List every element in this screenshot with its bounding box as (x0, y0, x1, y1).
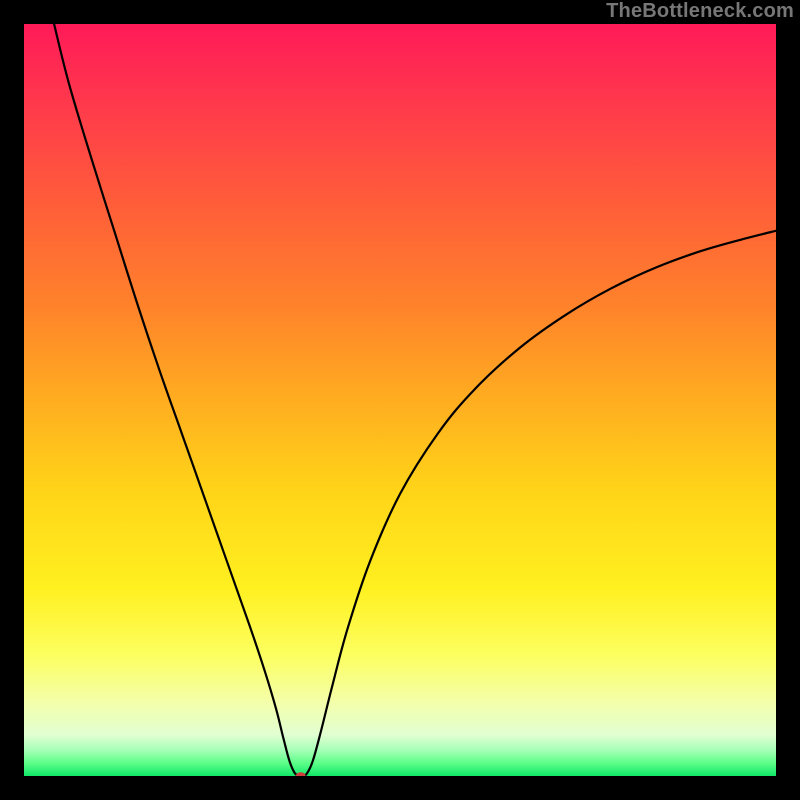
chart-plot-area (24, 24, 776, 776)
watermark-text: TheBottleneck.com (606, 0, 794, 23)
optimal-point-marker (296, 772, 306, 776)
bottleneck-curve (24, 24, 776, 776)
